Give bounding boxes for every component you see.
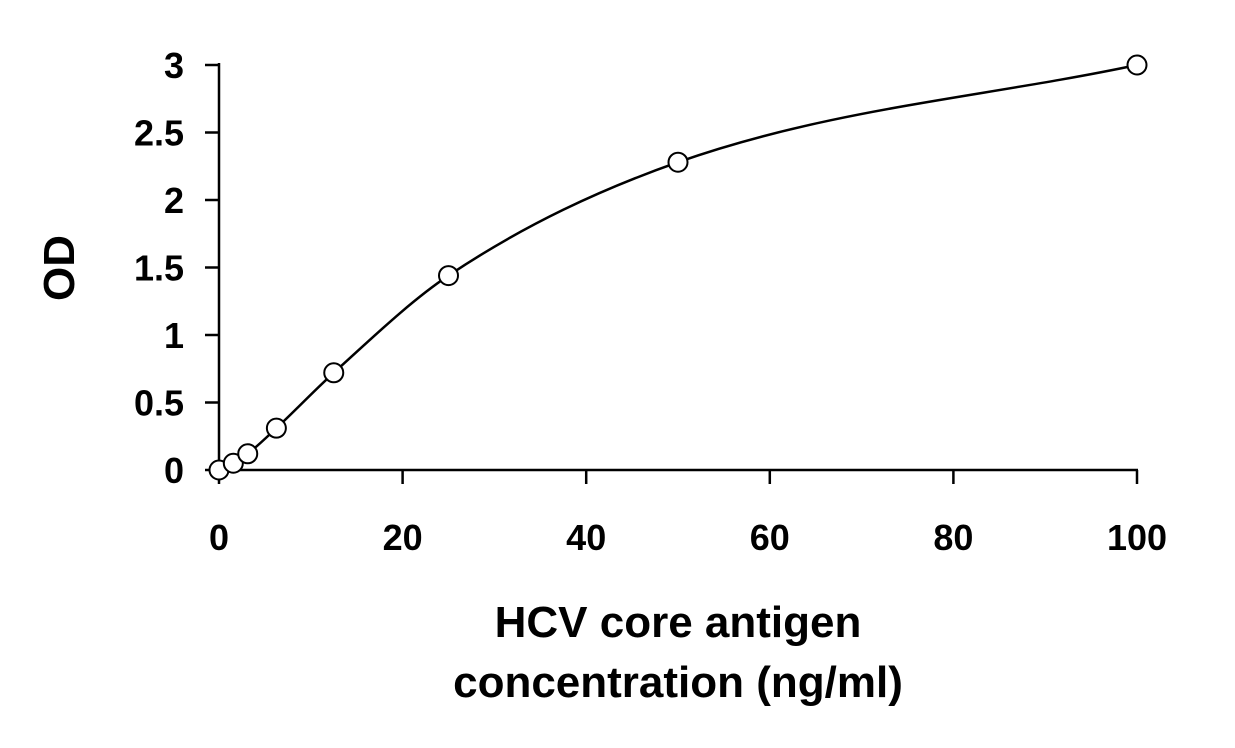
fit-curve bbox=[218, 63, 1138, 472]
data-point bbox=[323, 362, 345, 384]
y-tick-label: 0.5 bbox=[134, 383, 184, 424]
y-tick-label: 3 bbox=[164, 45, 184, 86]
y-tick-label: 2 bbox=[164, 180, 184, 221]
data-point bbox=[438, 265, 459, 287]
y-tick-label: 0 bbox=[164, 450, 184, 491]
data-point bbox=[667, 151, 689, 173]
x-tick-label: 20 bbox=[383, 517, 423, 558]
data-point bbox=[237, 443, 259, 465]
axes bbox=[217, 63, 1138, 472]
y-tick-label: 2.5 bbox=[134, 113, 184, 154]
axis-labels: OD HCV core antigen concentration (ng/ml… bbox=[35, 235, 903, 707]
data-point bbox=[222, 452, 244, 474]
x-tick-label: 40 bbox=[566, 517, 606, 558]
x-tick-label: 60 bbox=[750, 517, 790, 558]
x-tick-label: 100 bbox=[1107, 517, 1167, 558]
x-axis-label-line-1: HCV core antigen bbox=[495, 598, 862, 647]
data-points bbox=[208, 54, 1148, 481]
data-point bbox=[1126, 54, 1148, 76]
y-tick-label: 1.5 bbox=[134, 248, 184, 289]
axis-ticks: 0 0.5 1 1.5 2 2.5 3 0 20 40 60 80 100 bbox=[134, 45, 1167, 558]
fit-curve-layer bbox=[218, 63, 1138, 472]
x-tick-label: 0 bbox=[209, 517, 229, 558]
x-tick-label: 80 bbox=[933, 517, 973, 558]
y-tick-label: 1 bbox=[164, 315, 184, 356]
data-point bbox=[265, 417, 287, 439]
x-axis-label-line-2: concentration (ng/ml) bbox=[453, 658, 903, 707]
y-axis-label: OD bbox=[35, 235, 84, 301]
